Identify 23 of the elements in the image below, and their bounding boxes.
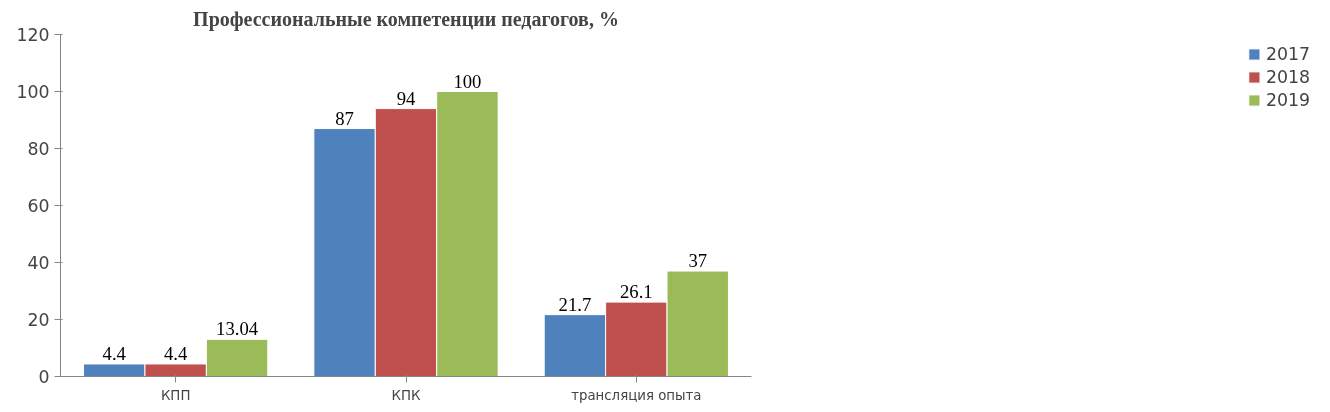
y-tick-label: 40	[27, 253, 50, 273]
y-tick-label: 20	[27, 310, 50, 330]
data-label: 100	[453, 70, 482, 92]
chart-title: Профессиональные компетенции педагогов, %	[193, 7, 619, 31]
data-label: 21.7	[558, 293, 592, 315]
y-tick-label: 0	[38, 367, 50, 387]
data-label: 4.4	[102, 342, 127, 364]
legend-label: 2019	[1265, 90, 1310, 110]
x-tick-label: КПК	[391, 387, 422, 403]
data-label: 26.1	[620, 281, 653, 303]
data-label: 94	[396, 87, 416, 109]
y-tick-label: 100	[16, 82, 50, 102]
x-tick-label: трансляция опыта	[571, 387, 702, 403]
x-tick-label: КПП	[160, 387, 191, 403]
data-label: 13.04	[216, 318, 259, 340]
y-tick-label: 80	[27, 139, 50, 159]
data-label: 4.4	[164, 342, 188, 364]
data-label: 37	[688, 250, 708, 272]
y-tick-label: 120	[16, 25, 50, 45]
legend-label: 2018	[1265, 67, 1310, 87]
data-label: 87	[335, 107, 354, 129]
y-tick-label: 60	[27, 196, 50, 216]
legend-label: 2017	[1265, 44, 1310, 64]
